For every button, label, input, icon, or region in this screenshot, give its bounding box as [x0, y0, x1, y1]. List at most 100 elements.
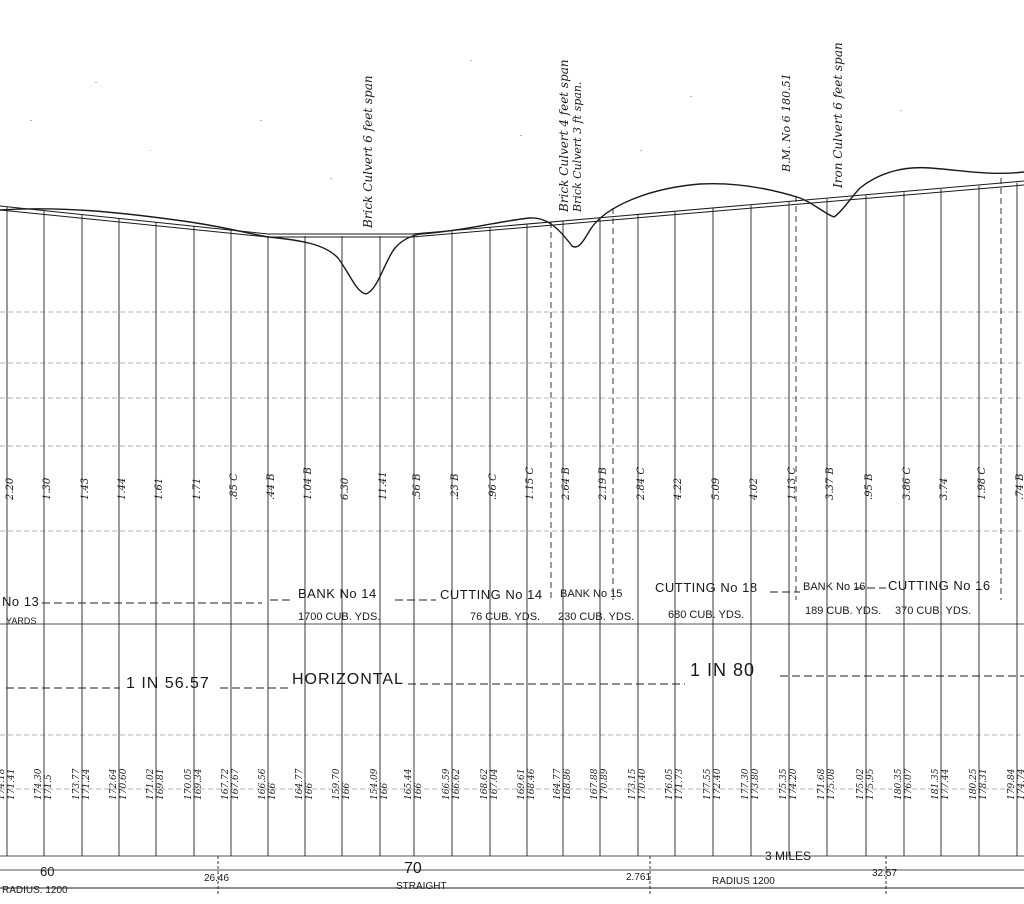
ground-level-figure: 154.09: [370, 768, 380, 800]
depth-figure: 1.04 B: [303, 467, 314, 500]
gradient-horizontal: HORIZONTAL: [292, 671, 404, 688]
depth-figure: .95 B: [864, 474, 875, 500]
brick-culvert-6ft-label: Brick Culvert 6 feet span: [361, 75, 375, 229]
depth-figure: 2.84 C: [636, 467, 647, 501]
alignment-chainage-32-57: 32.57: [872, 868, 897, 879]
ground-level-figure: 164.77: [295, 768, 305, 800]
ground-level-figure: 174.18: [0, 768, 7, 800]
formation-level-lines: [0, 180, 1024, 238]
formation-level-figure: 171.41: [7, 769, 17, 801]
ground-level-figure: 179.84: [1007, 768, 1017, 800]
depth-figure: 1.44: [117, 478, 128, 500]
ground-level-figure: 159.70: [332, 768, 342, 800]
formation-level-figure: 170.40: [638, 768, 648, 800]
depth-figure: .96 C: [488, 473, 499, 500]
formation-level-figure: 166: [268, 783, 278, 800]
formation-level-figure: 167.67: [231, 768, 241, 800]
levels-row: 174.18 171.41 174.30 171.5 173.77 171.24 172.6…: [0, 768, 1024, 800]
work-name-bank-16: BANK No 16: [803, 581, 865, 593]
profile-grid: [0, 311, 1024, 790]
cut-fill-depths: 2.20 1.30 1.43 1.44 1.61 1.71 .85 C .44 B 1.04 B…: [5, 467, 1024, 501]
work-qty-13: YARDS: [6, 616, 36, 626]
depth-figure: .56 B: [412, 474, 423, 500]
work-name-cutting-18: CUTTING No 18: [655, 580, 758, 595]
gradient-1-in-56-57: 1 IN 56.57: [126, 675, 210, 692]
ground-level-figure: 174.30: [34, 768, 44, 800]
depth-figure: 3.74: [939, 478, 950, 500]
formation-level-figure: 166: [380, 783, 390, 800]
formation-level-figure: 167.04: [490, 768, 500, 800]
alignment-radius-1200-left: RADIUS. 1200: [2, 885, 68, 896]
formation-level-figure: 166.62: [452, 768, 462, 800]
ground-level-figure: 166.59: [442, 768, 452, 800]
depth-figure: 1.98 C: [977, 467, 988, 500]
distance-mark-60: 60: [40, 864, 54, 879]
depth-figure: 1.15 C: [525, 467, 536, 500]
ground-level-figure: 167.72: [221, 768, 231, 800]
depth-figure: 1.13 C: [787, 467, 798, 500]
ground-level-figure: 171.02: [146, 768, 156, 800]
work-name-cutting-16: CUTTING No 16: [888, 578, 991, 593]
depth-figure: 6.30: [340, 477, 351, 500]
work-qty-bank-15: 230 CUB. YDS.: [558, 611, 634, 623]
ground-level-figure: 180.35: [894, 768, 904, 800]
ground-level-figure: 176.05: [665, 768, 675, 800]
depth-figure: 3.37 B: [825, 467, 836, 500]
depth-figure: 1.61: [154, 478, 165, 500]
ground-level-figure: 169.61: [517, 769, 527, 801]
iron-culvert-6ft-label: Iron Culvert 6 feet span: [831, 42, 845, 189]
formation-level-figure: 178.31: [979, 769, 989, 801]
paper-speckle: [30, 60, 902, 179]
formation-level-figure: 171.73: [675, 768, 685, 800]
depth-figure: 11.41: [378, 471, 389, 500]
formation-level-figure: 168.46: [527, 768, 537, 800]
earthworks-dimension-lines: [42, 587, 886, 604]
ground-surface-line: [0, 166, 1024, 295]
ground-level-figure: 164.77: [553, 768, 563, 800]
ground-level-figure: 166.56: [258, 768, 268, 800]
formation-level-figure: 166: [414, 783, 424, 800]
formation-level-figure: 177.44: [941, 768, 951, 800]
ground-level-figure: 173.15: [628, 768, 638, 800]
depth-figure: 2.19 B: [598, 467, 609, 501]
alignment-tangent-points: [217, 856, 887, 896]
gradients-row: 1 IN 56.57 HORIZONTAL 1 IN 80: [126, 660, 754, 692]
work-name-13: No 13: [2, 594, 39, 609]
work-qty-cutting-16: 370 CUB. YDS.: [895, 605, 971, 617]
distance-marks-row: 60 70 3 MILES: [40, 849, 811, 879]
depth-figure: 5.09: [711, 477, 722, 500]
distance-mark-3-miles: 3 MILES: [765, 849, 811, 863]
formation-level-figure: 166: [342, 783, 352, 800]
formation-level-figure: 170.60: [119, 768, 129, 800]
depth-figure: 1.43: [80, 478, 91, 500]
formation-level-figure: 169.34: [194, 768, 204, 800]
formation-level-figure: 166: [305, 783, 315, 800]
earthworks-row: No 13 YARDS BANK No 14 1700 CUB. YDS. CU…: [2, 578, 991, 626]
depth-figure: 4.02: [749, 478, 760, 501]
alignment-chainage-26-46: 26.46: [204, 873, 229, 884]
depth-figure: .85 C: [229, 473, 240, 500]
formation-level-figure: 173.80: [751, 768, 761, 800]
alignment-row: RADIUS. 1200 26.46 STRAIGHT 2.761 RADIUS…: [0, 856, 1024, 896]
ground-level-figure: 172.64: [109, 768, 119, 800]
work-name-bank-15: BANK No 15: [560, 588, 622, 600]
distance-mark-70: 70: [404, 860, 422, 877]
depth-figure: .44 B: [266, 474, 277, 500]
formation-level-figure: 174.74: [1017, 768, 1024, 800]
ground-level-figure: 177.30: [741, 768, 751, 800]
work-qty-bank-16: 189 CUB. YDS.: [805, 605, 881, 617]
table-rules: [0, 623, 1024, 871]
formation-level-figure: 174.20: [789, 768, 799, 800]
formation-level-figure: 175.08: [827, 768, 837, 800]
depth-figure: 1.30: [42, 477, 53, 500]
ground-level-figure: 167.88: [590, 768, 600, 800]
ground-level-figure: 177.55: [703, 768, 713, 800]
formation-level-figure: 169.81: [156, 769, 166, 801]
ground-level-figure: 170.05: [184, 768, 194, 800]
station-ordinates: [6, 182, 1018, 856]
brick-culvert-4ft-label: Brick Culvert 4 feet span: [557, 59, 571, 213]
formation-level-figure: 168.86: [563, 768, 573, 800]
structure-labels: Brick Culvert 6 feet span Brick Culvert …: [361, 42, 845, 229]
brick-culvert-3ft-label: Brick Culvert 3 ft span.: [571, 82, 584, 213]
